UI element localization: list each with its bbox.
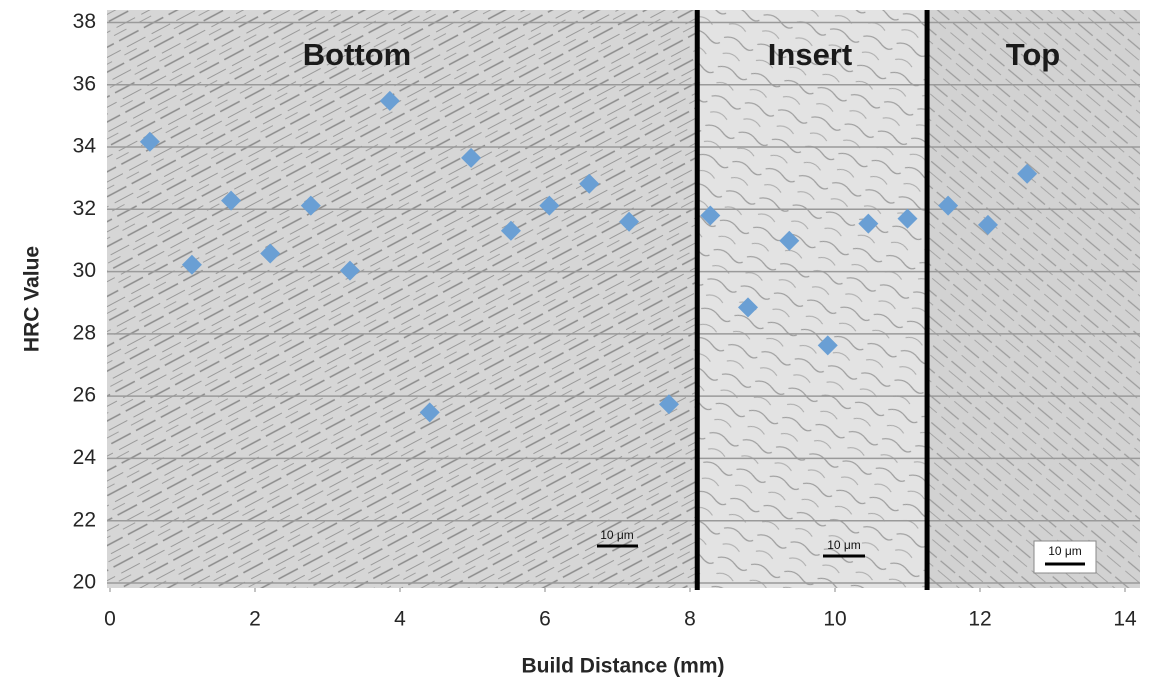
- y-axis-title: HRC Value: [21, 246, 44, 352]
- y-tick-label: 36: [73, 72, 96, 95]
- y-tick-label: 28: [73, 321, 96, 344]
- x-tick-label: 0: [104, 608, 116, 631]
- data-point: [181, 254, 202, 275]
- data-point: [419, 402, 440, 423]
- y-tick-label: 20: [73, 571, 96, 594]
- scale-bar-label: 10 μm: [827, 538, 861, 552]
- data-point: [539, 195, 560, 216]
- scale-bar: 10 μm: [823, 538, 865, 558]
- x-tick-label: 6: [539, 608, 551, 631]
- x-tick-label: 4: [394, 608, 406, 631]
- scale-bar-box: [1033, 540, 1097, 574]
- y-tick-label: 30: [73, 259, 96, 282]
- micrograph-top: [928, 10, 1140, 588]
- y-tick-label: 32: [73, 197, 96, 220]
- y-tick-label: 34: [73, 135, 97, 158]
- scale-bar-label: 10 μm: [1048, 544, 1082, 558]
- y-tick-label: 38: [73, 10, 96, 33]
- data-point: [858, 213, 879, 234]
- data-point: [619, 211, 640, 232]
- data-point: [977, 214, 998, 235]
- scale-bar: 10 μm: [597, 528, 638, 548]
- data-point: [658, 394, 679, 415]
- data-point: [579, 173, 600, 194]
- y-tick-label: 22: [73, 508, 96, 531]
- micrograph-insert: [699, 10, 928, 588]
- data-point: [738, 297, 758, 318]
- y-tick-label: 26: [73, 384, 96, 407]
- data-point: [500, 220, 521, 241]
- data-point: [700, 205, 721, 226]
- x-tick-label: 12: [968, 608, 991, 631]
- data-point: [817, 335, 838, 356]
- x-tick-label: 8: [684, 608, 696, 631]
- data-point: [779, 230, 800, 251]
- data-point: [1017, 163, 1038, 184]
- x-axis-title: Build Distance (mm): [521, 655, 724, 678]
- x-tick-label: 14: [1113, 608, 1137, 631]
- data-point: [260, 243, 281, 264]
- grid: [107, 21, 1140, 584]
- data-point: [938, 195, 959, 216]
- y-tick-label: 24: [73, 446, 97, 469]
- region-label: Bottom: [303, 37, 411, 72]
- data-point: [300, 195, 321, 216]
- data-point: [897, 208, 918, 229]
- scale-bar-label: 10 μm: [600, 528, 634, 542]
- data-point: [221, 190, 242, 211]
- region-label: Insert: [768, 37, 852, 72]
- data-point: [339, 260, 360, 281]
- x-tick-label: 10: [823, 608, 846, 631]
- data-point: [139, 131, 160, 152]
- data-point: [379, 90, 400, 111]
- region-label: Top: [1006, 37, 1061, 72]
- data-point: [461, 147, 482, 168]
- x-tick-label: 2: [249, 608, 261, 631]
- micrograph-bottom: [107, 10, 699, 588]
- scale-bar: 10 μm: [1033, 540, 1097, 574]
